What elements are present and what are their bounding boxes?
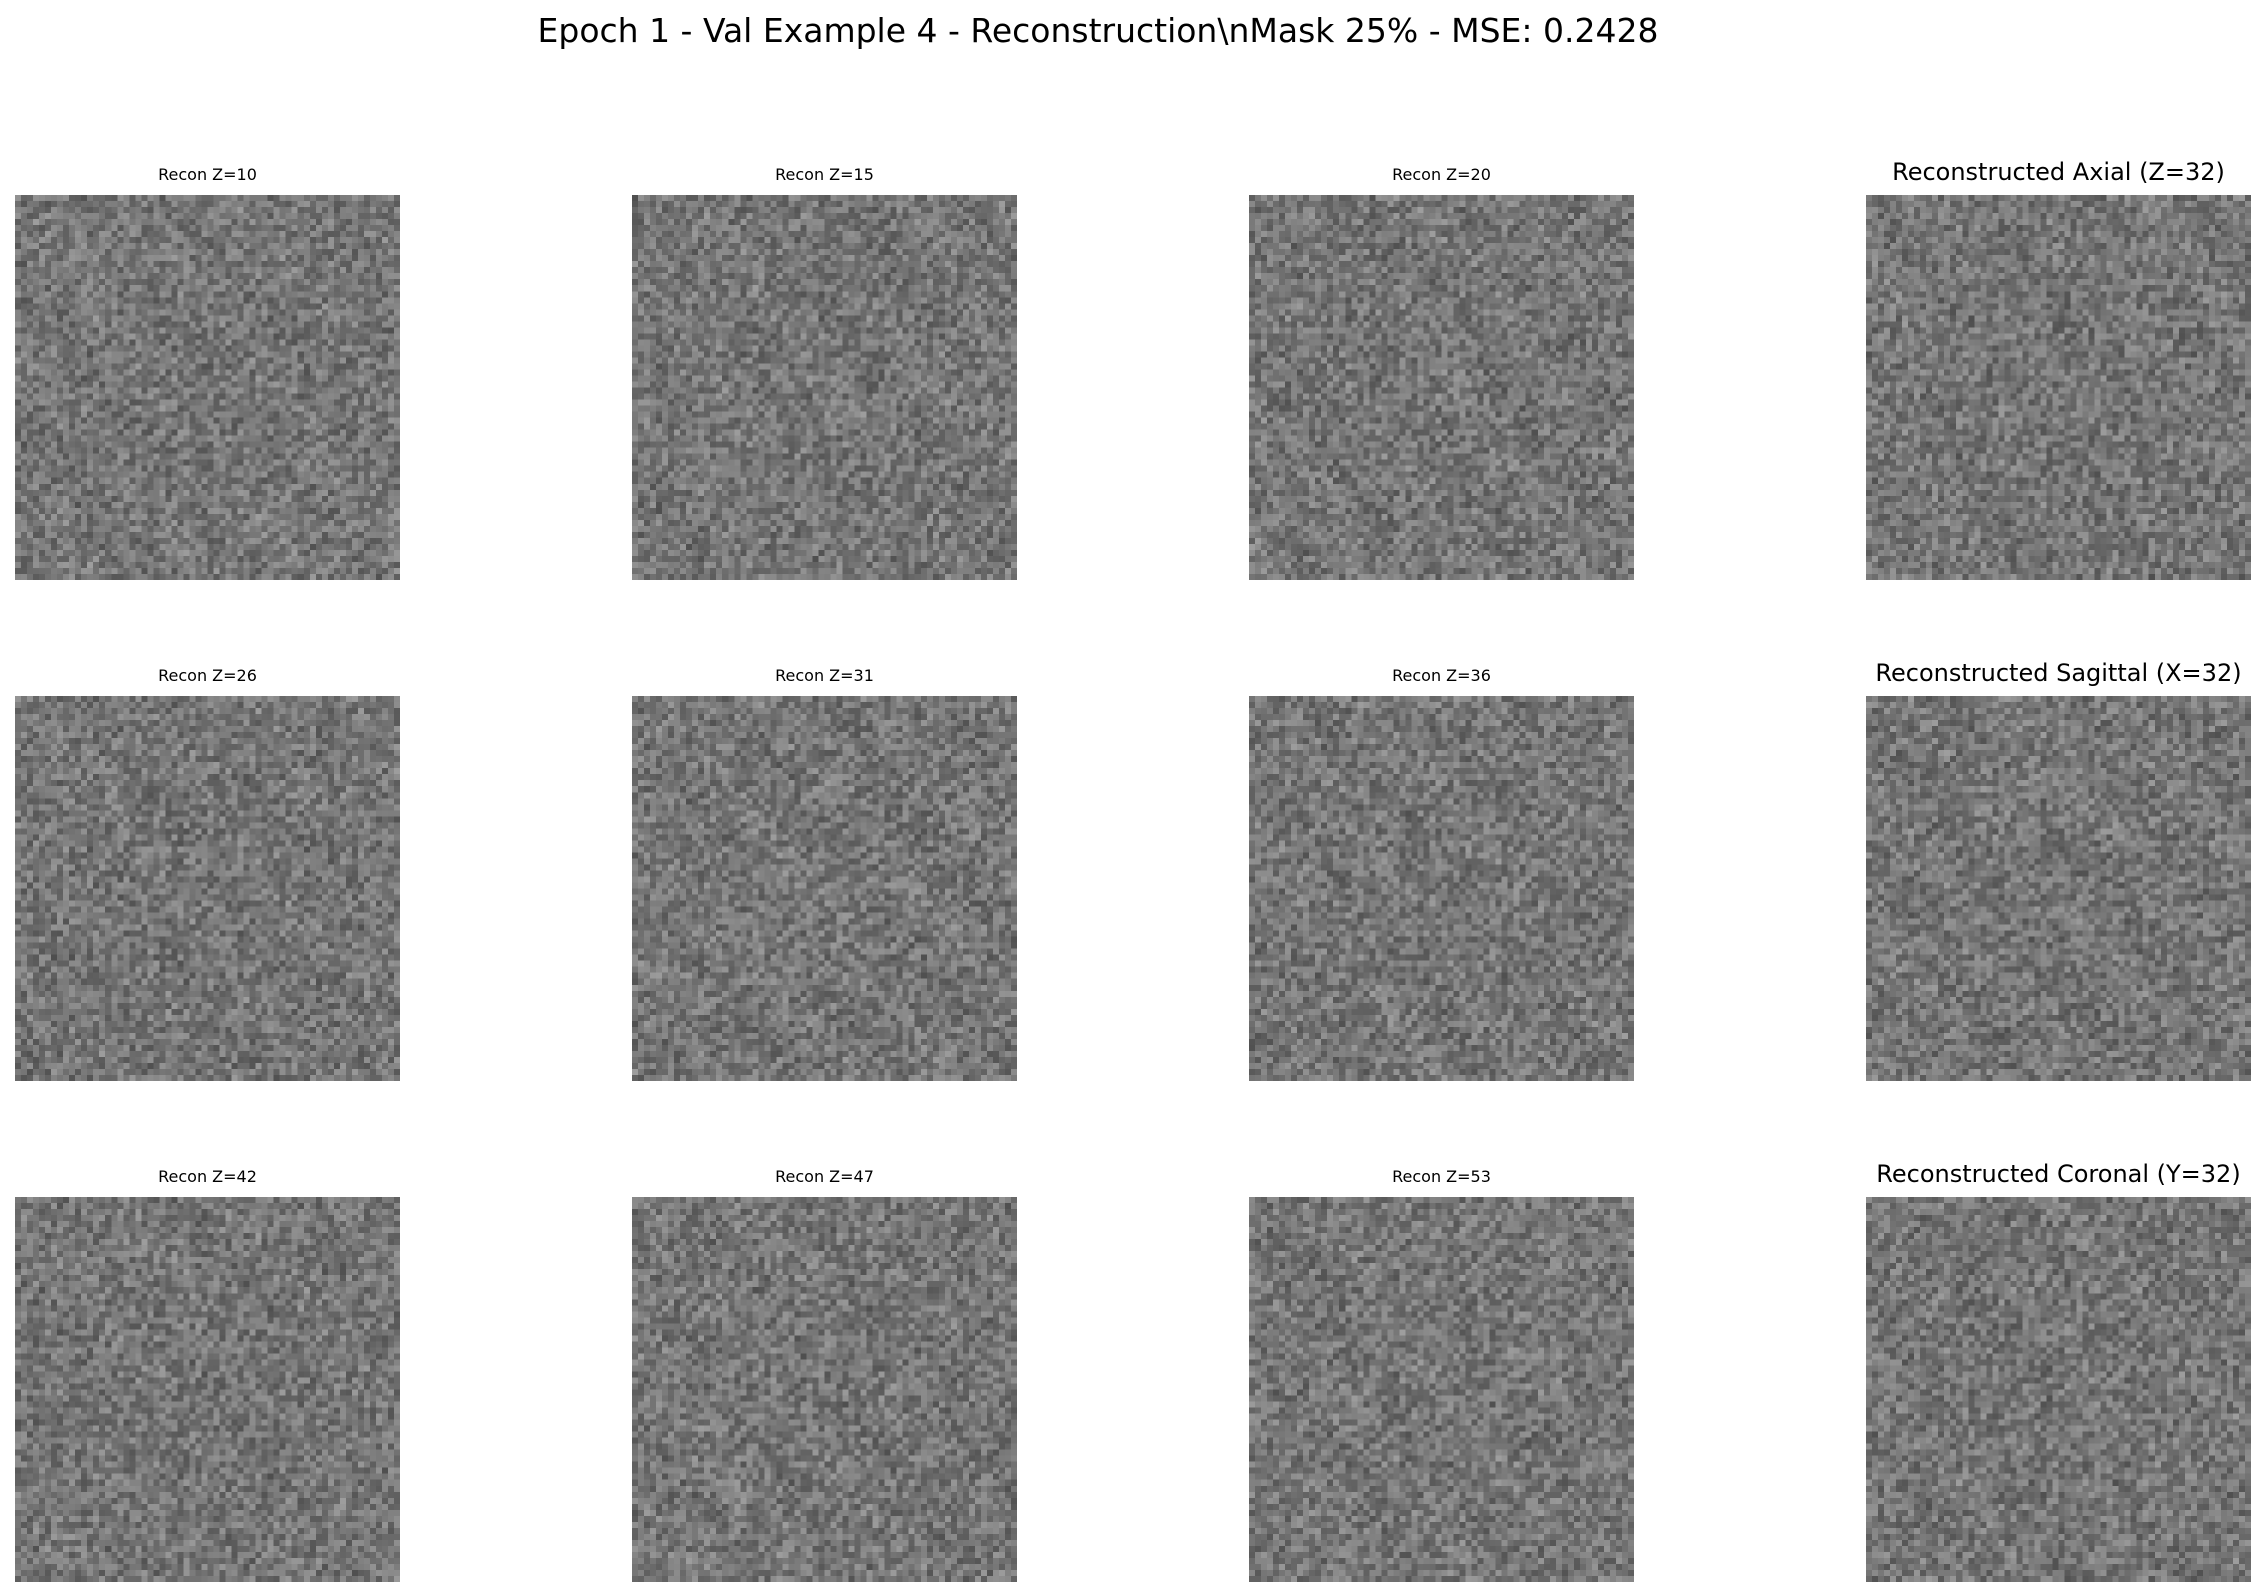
slice-image: [1249, 195, 1634, 580]
panel-title: Reconstructed Axial (Z=32): [1892, 158, 2225, 186]
panel-title: Recon Z=36: [1392, 666, 1491, 685]
axial-image: [1866, 195, 2251, 580]
slice-image: [1249, 696, 1634, 1081]
panel-title: Recon Z=20: [1392, 165, 1491, 184]
slice-image: [1249, 1197, 1634, 1582]
slice-image: [15, 696, 400, 1081]
panel-title: Recon Z=15: [775, 165, 874, 184]
panel-title: Recon Z=10: [158, 165, 257, 184]
slice-image: [632, 696, 1017, 1081]
coronal-image: [1866, 1197, 2251, 1582]
panel-title: Recon Z=26: [158, 666, 257, 685]
slice-image: [632, 195, 1017, 580]
panel-title: Recon Z=31: [775, 666, 874, 685]
panel-title: Recon Z=47: [775, 1167, 874, 1186]
panel-title: Recon Z=42: [158, 1167, 257, 1186]
figure-title: Epoch 1 - Val Example 4 - Reconstruction…: [537, 11, 1659, 50]
panel-title: Reconstructed Coronal (Y=32): [1876, 1160, 2241, 1188]
sagittal-image: [1866, 696, 2251, 1081]
slice-image: [632, 1197, 1017, 1582]
panel-title: Reconstructed Sagittal (X=32): [1875, 659, 2242, 687]
slice-image: [15, 195, 400, 580]
panel-title: Recon Z=53: [1392, 1167, 1491, 1186]
slice-image: [15, 1197, 400, 1582]
